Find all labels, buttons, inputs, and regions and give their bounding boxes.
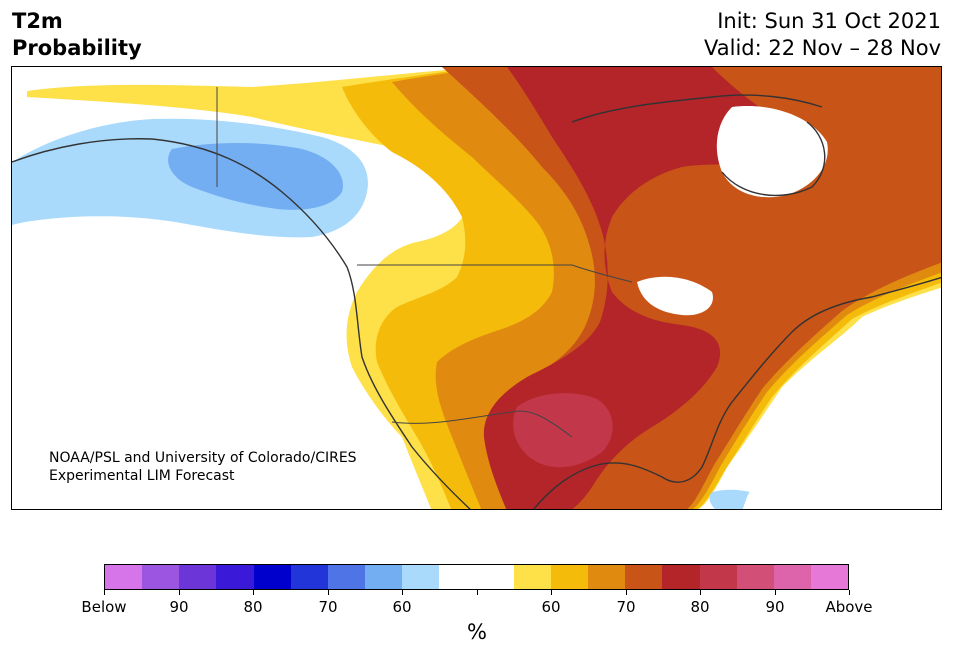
colorbar-segment — [142, 565, 180, 589]
colorbar-segment — [773, 565, 811, 589]
colorbar-tick-mark — [477, 590, 478, 595]
colorbar-segment — [179, 565, 217, 589]
colorbar-segment — [327, 565, 366, 589]
colorbar-tick-mark — [849, 590, 850, 595]
credit-text: NOAA/PSL and University of Colorado/CIRE… — [49, 449, 357, 485]
colorbar-tick-mark — [626, 590, 627, 595]
below-70-region — [168, 143, 343, 210]
neutral-hudson-bay — [716, 106, 828, 198]
title-type: Probability — [12, 36, 142, 60]
neutral-atlantic — [742, 297, 941, 509]
colorbar-tick-mark — [104, 590, 105, 595]
colorbar-unit: % — [467, 620, 487, 644]
colorbar-tick-label: 70 — [616, 598, 636, 616]
map-title: T2m Probability — [12, 8, 142, 62]
colorbar-segment — [588, 565, 626, 589]
credit-line-1: NOAA/PSL and University of Colorado/CIRE… — [49, 450, 357, 466]
colorbar-tick-label: 90 — [765, 598, 785, 616]
init-date: Init: Sun 31 Oct 2021 — [717, 9, 941, 33]
colorbar-tick-mark — [700, 590, 701, 595]
colorbar-tick-label: 80 — [690, 598, 710, 616]
colorbar-tick-label: 70 — [318, 598, 338, 616]
colorbar-tick-label: 90 — [169, 598, 189, 616]
colorbar-tick-mark — [328, 590, 329, 595]
colorbar-tick-label: 60 — [541, 598, 561, 616]
colorbar-tick-mark — [551, 590, 552, 595]
colorbar-segment — [810, 565, 849, 589]
colorbar-segment — [290, 565, 328, 589]
colorbar-tick-mark — [775, 590, 776, 595]
neutral-ocean-west — [12, 257, 431, 509]
probability-map — [12, 67, 941, 509]
title-variable: T2m — [12, 9, 63, 33]
colorbar-segment — [253, 565, 291, 589]
colorbar-segment — [625, 565, 663, 589]
colorbar-tick-label: Above — [825, 598, 873, 616]
colorbar-tick-label: Below — [81, 598, 127, 616]
colorbar-segment — [402, 565, 440, 589]
colorbar-tick-label: 60 — [392, 598, 412, 616]
colorbar-segment — [662, 565, 700, 589]
coastline — [12, 94, 941, 509]
colorbar-tick-mark — [402, 590, 403, 595]
colorbar-segment — [439, 565, 477, 589]
colorbar-segment — [476, 565, 514, 589]
country-border — [216, 87, 633, 438]
colorbar-segment — [550, 565, 589, 589]
colorbar-segment — [105, 565, 143, 589]
above-85-canada-region — [559, 74, 734, 138]
colorbar-segment — [736, 565, 774, 589]
credit-line-2: Experimental LIM Forecast — [49, 468, 235, 484]
valid-dates: Valid: 22 Nov – 28 Nov — [704, 36, 941, 60]
forecast-dates: Init: Sun 31 Oct 2021 Valid: 22 Nov – 28… — [704, 8, 941, 62]
colorbar-segment — [216, 565, 254, 589]
colorbar — [104, 564, 849, 590]
colorbar-tick-label: 80 — [243, 598, 263, 616]
colorbar-segment — [699, 565, 737, 589]
colorbar-tick-mark — [179, 590, 180, 595]
colorbar-segment — [365, 565, 403, 589]
neutral-great-lakes — [637, 276, 713, 316]
colorbar-segment — [513, 565, 551, 589]
colorbar-tick-mark — [253, 590, 254, 595]
forecast-map — [11, 66, 942, 510]
